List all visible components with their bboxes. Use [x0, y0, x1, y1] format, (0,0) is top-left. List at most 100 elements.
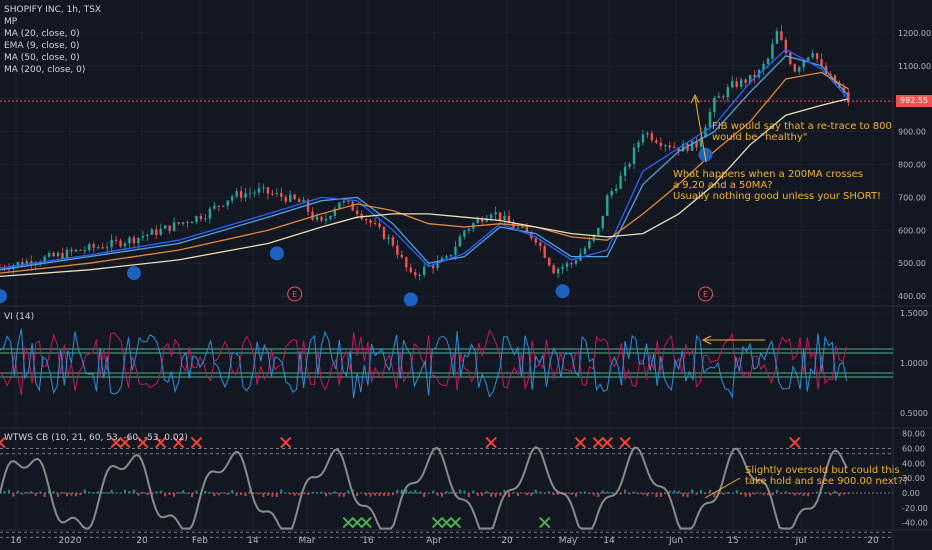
candle-body: [119, 240, 122, 247]
x-tick-label: Mar: [299, 536, 316, 546]
candle-body: [52, 252, 55, 257]
candle-body: [565, 263, 569, 267]
price-y-tick-label: 1100.00: [898, 62, 931, 71]
candle-body: [284, 196, 287, 202]
candle-body: [449, 254, 453, 257]
wt-histogram-bar: [467, 492, 470, 498]
wt-histogram-bar: [382, 492, 385, 496]
wt-histogram-bar: [177, 492, 180, 494]
candle-body: [275, 192, 279, 194]
wt-histogram-bar: [655, 492, 658, 498]
wt-y-tick-label: 20.00: [902, 474, 925, 483]
wt-pane-label[interactable]: WTWS CB (10, 21, 60, 53, -60, -53, 0.02): [4, 433, 188, 443]
wt-histogram-bar: [289, 492, 292, 495]
wt-histogram-bar: [226, 492, 229, 495]
legend-ma200[interactable]: MA (200, close, 0): [4, 65, 86, 75]
candle-body: [726, 87, 729, 98]
wt-histogram-bar: [3, 490, 6, 494]
wt-histogram-bar: [356, 492, 359, 497]
candle-body: [539, 242, 542, 247]
candle-body: [561, 266, 564, 269]
candle-body: [717, 96, 721, 98]
wt-bear-cross: [155, 436, 167, 449]
candle-body: [217, 205, 220, 207]
wt-histogram-bar: [700, 489, 703, 494]
wt-histogram-bar: [195, 490, 198, 494]
candle-body: [632, 147, 636, 164]
legend-ma50[interactable]: MA (50, close, 0): [4, 53, 80, 63]
wt-bull-cross: [351, 516, 363, 529]
wt-histogram-bar: [481, 492, 484, 496]
candle-body: [400, 254, 404, 258]
wt-histogram-bar: [816, 491, 819, 494]
wt-histogram-bar: [132, 489, 135, 494]
candle-body: [784, 40, 788, 53]
vi-minus-line: [0, 329, 848, 396]
wt-bear-cross: [485, 436, 497, 449]
wt-pane[interactable]: [0, 436, 893, 538]
wt-histogram-bar: [579, 491, 582, 494]
wt-bull-cross: [360, 516, 372, 529]
vi-pane[interactable]: [0, 328, 893, 399]
wt-histogram-bar: [570, 492, 573, 495]
wt-bear-cross: [280, 436, 292, 449]
candle-body: [101, 247, 104, 249]
wt-histogram-bar: [360, 492, 363, 494]
wt-histogram-bar: [682, 492, 685, 497]
candle-body: [655, 140, 658, 143]
candle-body: [481, 218, 484, 222]
candle-body: [83, 250, 87, 252]
legend-ema9[interactable]: EMA (9, close, 0): [4, 41, 80, 51]
wt-histogram-bar: [722, 492, 725, 495]
candle-body: [88, 244, 91, 251]
candle-body: [324, 218, 328, 221]
legend-mp[interactable]: MP: [4, 17, 18, 27]
wt-histogram-bar: [691, 489, 694, 494]
wt-histogram-bar: [316, 492, 319, 494]
annotation-oversold: Slightly oversold but could this take ho…: [745, 465, 909, 487]
wt-histogram-bar: [231, 489, 234, 494]
price-y-tick-label: 600.00: [898, 226, 926, 235]
signal-circle: [555, 284, 570, 299]
wt-histogram-bar: [369, 492, 372, 497]
candle-body: [253, 192, 256, 194]
candle-body: [686, 143, 689, 151]
wt-histogram-bar: [249, 490, 252, 494]
legend-ma20[interactable]: MA (20, close, 0): [4, 29, 80, 39]
wt-histogram-bar: [476, 492, 479, 496]
candle-body: [422, 266, 426, 275]
wt-histogram-bar: [119, 492, 122, 494]
wt-histogram-bar: [124, 489, 127, 494]
candle-body: [141, 236, 145, 238]
wt-histogram-bar: [253, 492, 256, 494]
candle-body: [547, 257, 551, 266]
legend-symbol[interactable]: SHOPIFY INC, 1h, TSX: [4, 5, 102, 15]
candle-body: [105, 247, 109, 249]
candle-body: [762, 63, 765, 70]
wt-histogram-bar: [619, 492, 622, 495]
candle-body: [628, 163, 631, 167]
candle-body: [320, 216, 323, 221]
wt-histogram-bar: [298, 492, 301, 496]
candle-body: [65, 249, 69, 259]
candle-body: [793, 64, 796, 72]
wt-histogram-bar: [512, 492, 515, 494]
wt-histogram-bar: [798, 492, 801, 495]
wt-histogram-bar: [141, 491, 144, 494]
wt-histogram-bar: [628, 492, 631, 495]
candle-body: [382, 227, 386, 240]
x-tick-label: May: [559, 536, 578, 546]
wt-annotation-arrow: [704, 477, 741, 499]
candle-body: [574, 260, 578, 264]
vi-pane-label[interactable]: VI (14): [4, 312, 35, 322]
wt-histogram-bar: [405, 489, 408, 494]
wt-histogram-bar: [516, 492, 519, 497]
candle-body: [592, 234, 596, 241]
candle-body: [271, 193, 274, 195]
earnings-marker: [697, 286, 713, 302]
candle-body: [137, 237, 140, 244]
wt-histogram-bar: [588, 492, 591, 494]
